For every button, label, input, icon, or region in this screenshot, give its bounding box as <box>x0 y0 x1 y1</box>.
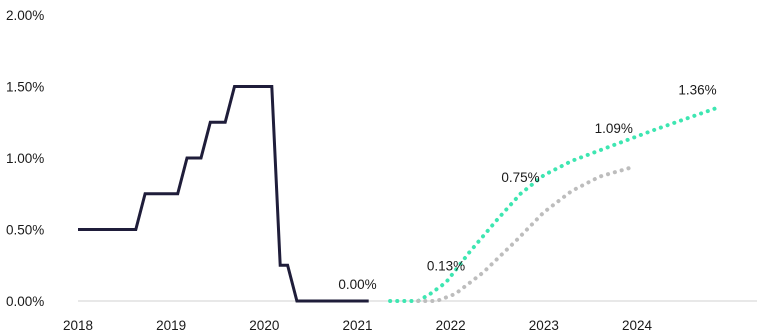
x-tick-label: 2024 <box>622 318 653 333</box>
x-tick-label: 2018 <box>63 318 93 333</box>
y-axis: 0.00% 0.50% 1.00% 1.50% 2.00% <box>6 8 44 309</box>
data-labels: 0.00% 0.13% 0.75% 1.09% 1.36% <box>338 83 716 292</box>
y-tick-label: 2.00% <box>6 8 44 23</box>
series-group <box>78 85 723 303</box>
x-tick-label: 2022 <box>436 318 466 333</box>
data-label: 0.13% <box>427 258 465 273</box>
data-label: 1.36% <box>678 83 716 98</box>
x-axis: 2018 2019 2020 2021 2022 2023 2024 <box>63 318 653 333</box>
data-label: 1.09% <box>595 121 633 136</box>
series-line-2 <box>388 104 723 303</box>
y-tick-label: 0.50% <box>6 223 44 238</box>
data-label: 0.75% <box>501 170 539 185</box>
data-label: 0.00% <box>338 277 376 292</box>
y-tick-label: 1.00% <box>6 151 44 166</box>
series-line-1 <box>78 85 369 303</box>
y-tick-label: 1.50% <box>6 80 44 95</box>
x-tick-label: 2023 <box>529 318 559 333</box>
x-tick-label: 2020 <box>249 318 279 333</box>
series-line-3 <box>416 166 632 303</box>
y-tick-label: 0.00% <box>6 294 44 309</box>
x-tick-label: 2021 <box>342 318 372 333</box>
x-tick-label: 2019 <box>156 318 186 333</box>
